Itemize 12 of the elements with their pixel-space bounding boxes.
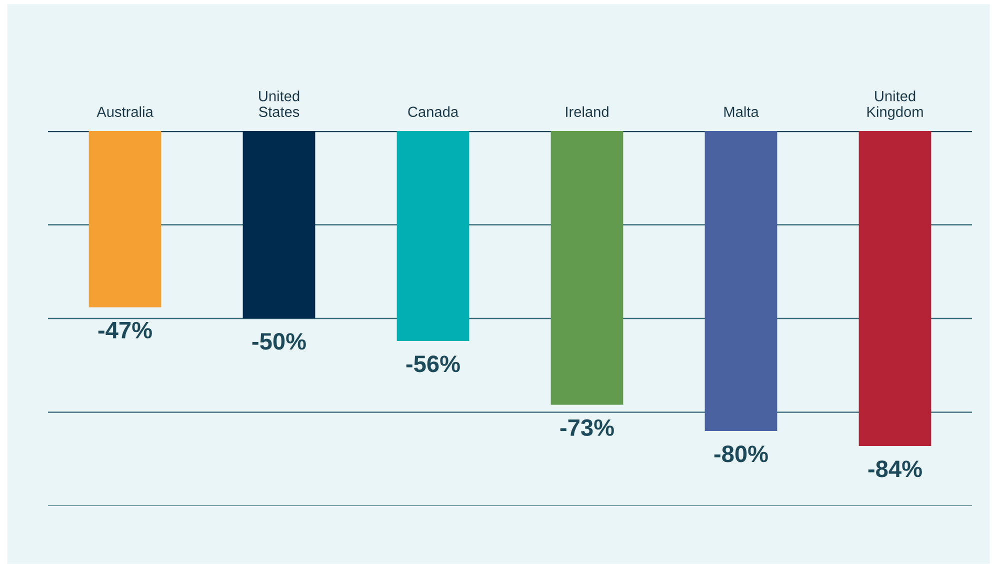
data-label: -80% bbox=[714, 446, 768, 462]
data-label: -56% bbox=[406, 356, 460, 372]
x-tick-label: Malta bbox=[724, 106, 759, 118]
data-label: -84% bbox=[868, 460, 922, 478]
data-label: -47% bbox=[98, 322, 152, 338]
x-tick-label: Canada bbox=[408, 106, 459, 118]
data-label: -50% bbox=[252, 333, 306, 350]
x-tick-label: United States bbox=[258, 90, 300, 118]
x-tick-label: Ireland bbox=[566, 106, 608, 118]
x-tick-label: United Kingdom bbox=[867, 90, 923, 120]
data-label: -73% bbox=[560, 419, 614, 436]
x-tick-label: Australia bbox=[96, 106, 154, 118]
